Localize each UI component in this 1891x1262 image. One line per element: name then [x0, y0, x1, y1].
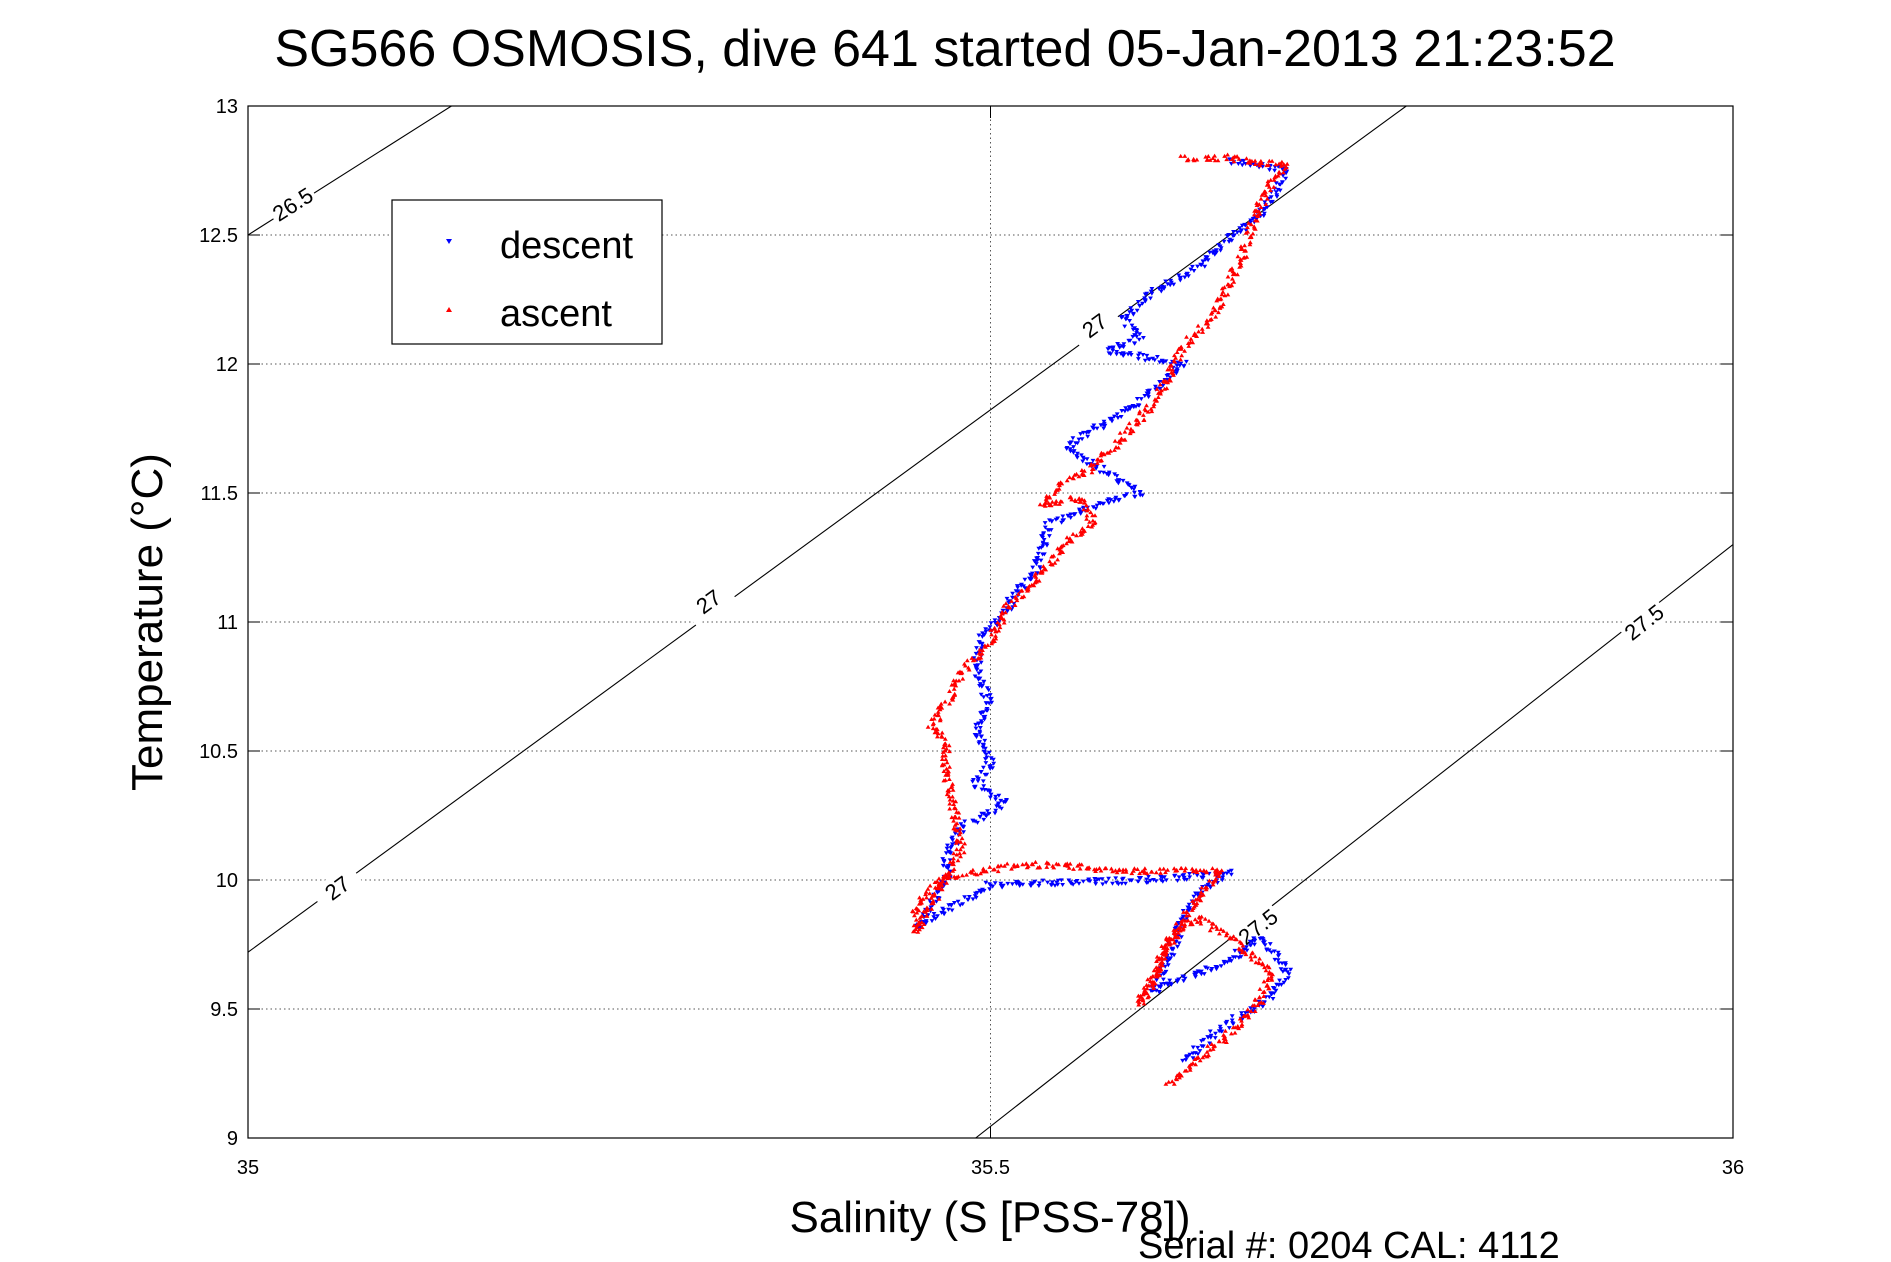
isopycnal-label-bg	[265, 180, 320, 228]
isopycnal-label-bg	[1616, 596, 1671, 648]
x-tick-labels: 35 35.5 36	[237, 1157, 1744, 1179]
y-tick-label: 13	[216, 96, 238, 118]
y-tick-label: 11.5	[201, 483, 238, 505]
x-tick-label: 35.5	[971, 1157, 1010, 1179]
legend-box	[391, 199, 663, 345]
legend-descent-label: descent	[500, 225, 634, 267]
x-axis-label: Salinity (S [PSS-78])	[789, 1193, 1190, 1242]
legend-descent-marker	[446, 239, 452, 244]
y-tick-label: 10.5	[199, 741, 238, 763]
y-tick-label: 11	[217, 612, 238, 634]
y-tick-label: 10	[216, 870, 238, 892]
isopycnal-label-bg	[1067, 300, 1122, 350]
chart-title: SG566 OSMOSIS, dive 641 started 05-Jan-2…	[274, 20, 1615, 78]
legend-ascent-label: ascent	[500, 293, 612, 335]
x-tick-label: 36	[1722, 1157, 1744, 1179]
y-tick-label: 12.5	[199, 225, 238, 247]
series-ascent-markers	[910, 152, 1290, 1086]
serial-cal-footer: Serial #: 0204 CAL: 4112	[1138, 1225, 1560, 1262]
axis-ticks	[247, 105, 1734, 1139]
legend-ascent-marker	[446, 307, 452, 312]
y-tick-label: 9.5	[210, 999, 238, 1021]
series-ascent-points	[910, 152, 1290, 1086]
legend: descent ascent	[391, 199, 663, 345]
isopycnal-label-bg	[1230, 901, 1285, 952]
y-tick-label: 12	[216, 354, 238, 376]
isopycnal-label-bg	[310, 863, 365, 913]
isopycnal-line	[975, 544, 1733, 1138]
isopycnal-line	[248, 106, 1407, 953]
y-axis-label: Temperature (°C)	[123, 453, 172, 791]
y-tick-label: 9	[227, 1128, 238, 1150]
isopycnal-label-bg	[681, 576, 736, 627]
x-tick-label: 35	[237, 1157, 259, 1179]
y-tick-labels: 9 9.5 10 10.5 11 11.5 12 12.5 13	[199, 96, 238, 1150]
